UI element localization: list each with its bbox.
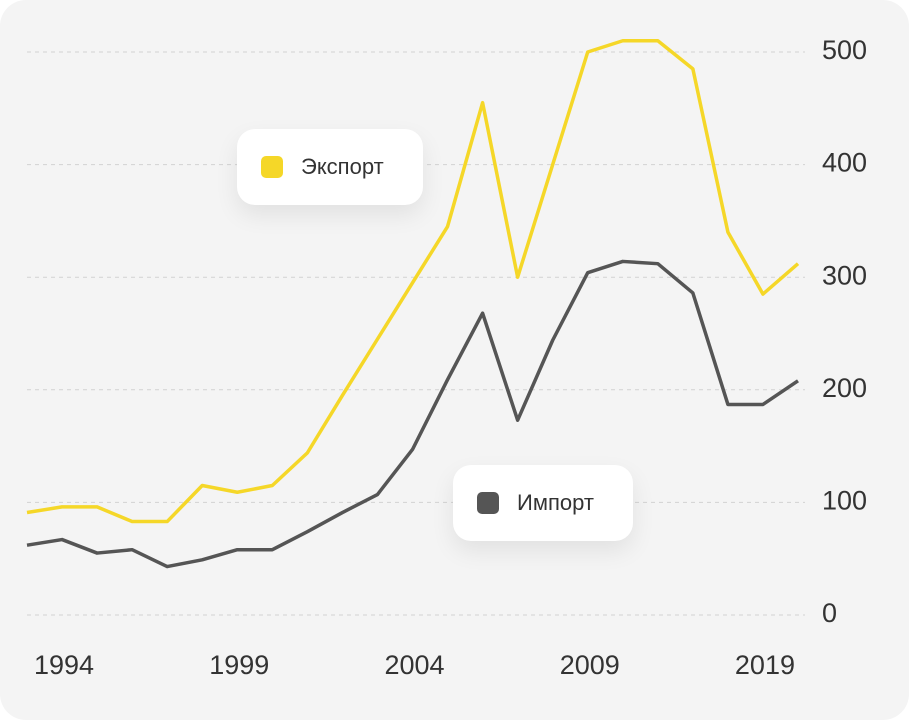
y-tick-label: 300 — [822, 260, 867, 290]
y-tick-label: 100 — [822, 486, 867, 516]
y-tick-label: 0 — [822, 598, 837, 628]
y-tick-label: 500 — [822, 35, 867, 65]
legend-swatch — [261, 156, 283, 178]
x-tick-label: 2009 — [560, 650, 620, 680]
series-line — [26, 38, 800, 524]
legend-label: Экспорт — [301, 154, 384, 179]
x-tick-label: 1999 — [209, 650, 269, 680]
x-tick-label: 2019 — [735, 650, 795, 680]
y-tick-label: 200 — [822, 373, 867, 403]
series-line — [26, 259, 799, 569]
legend-item: Импорт — [453, 465, 633, 541]
legend-label: Импорт — [517, 490, 594, 515]
x-tick-label: 2004 — [384, 650, 444, 680]
legend-swatch — [477, 492, 499, 514]
y-tick-label: 400 — [822, 148, 867, 178]
x-tick-label: 1994 — [34, 650, 94, 680]
legend-item: Экспорт — [237, 129, 423, 205]
